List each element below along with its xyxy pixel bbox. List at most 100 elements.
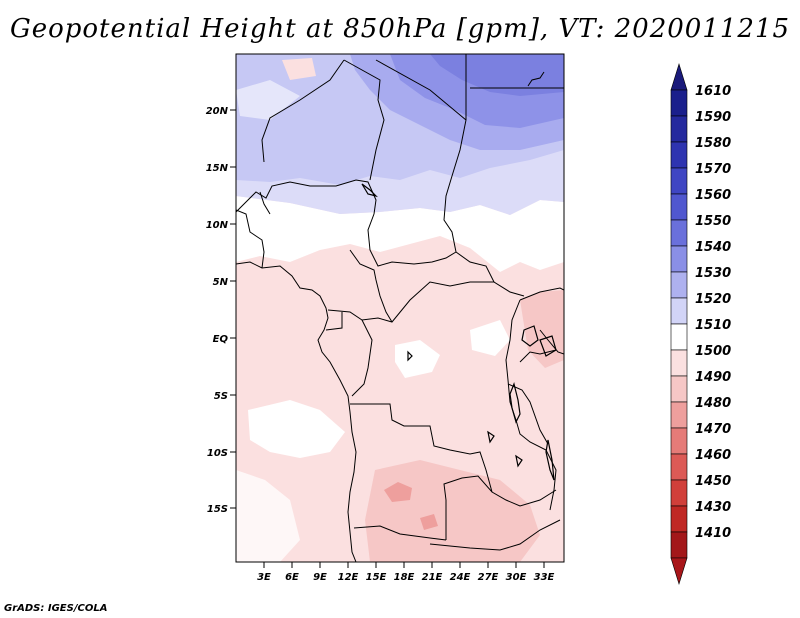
border-west-2: [259, 191, 271, 215]
border-north-west: [261, 59, 345, 163]
colorbar-cell-1590: [670, 115, 688, 143]
colorbar-cell-1490: [670, 375, 688, 403]
border-tanzania: [507, 383, 549, 445]
colorbar-cell-1580: [670, 141, 688, 169]
colorbar-label-1430: 1430: [695, 500, 731, 515]
credit-text: GrADS: IGES/COLA: [4, 603, 108, 614]
colorbar-label-1520: 1520: [695, 292, 731, 307]
colorbar-label-1570: 1570: [695, 162, 731, 177]
field-1510-patch-east: [470, 320, 510, 356]
border-north-central: [343, 59, 385, 181]
field-1510-patch-sw: [236, 470, 300, 562]
lat-label-5n: 5N: [213, 277, 229, 288]
lon-label-33e: 33E: [534, 572, 555, 583]
height-field: [236, 54, 564, 562]
colorbar-cell-1510: [670, 323, 688, 351]
lon-label-15e: 15E: [366, 572, 387, 583]
lat-label-15n: 15N: [206, 163, 229, 174]
border-drc-angola: [350, 403, 493, 493]
colorbar-label-1500: 1500: [695, 344, 731, 359]
lon-label-3e: 3E: [257, 572, 271, 583]
colorbar-cell-1570: [670, 167, 688, 195]
colorbar-cell-1560: [670, 193, 688, 221]
colorbar-cell-1530: [670, 271, 688, 299]
border-zimbabwe: [429, 519, 561, 551]
border-west: [236, 209, 265, 269]
field-1480-patch: [384, 482, 412, 502]
border-sinai: [527, 71, 545, 87]
lake-small-1: [407, 350, 413, 362]
colorbar-label-1530: 1530: [695, 266, 731, 281]
colorbar-cell-1520: [670, 297, 688, 325]
field-1520-patch: [236, 80, 300, 120]
longitude-axis: 3E 6E 9E 12E 15E 18E 21E 24E 27E 30E 33E: [257, 562, 555, 583]
border-eqguinea: [325, 312, 343, 331]
colorbar-top-arrow: [670, 62, 688, 91]
colorbar-label-1540: 1540: [695, 240, 731, 255]
lake-small-3: [515, 454, 523, 468]
lat-label-10n: 10N: [206, 220, 229, 231]
colorbar-cell-1480: [670, 401, 688, 429]
colorbar-cell-1550: [670, 219, 688, 247]
colorbar-bottom-arrow: [670, 557, 688, 586]
border-car-south: [327, 281, 494, 323]
lake-tanganyika: [509, 382, 521, 424]
border-congo: [351, 319, 373, 397]
lake-chad: [361, 183, 378, 198]
colorbar-cell-1540: [670, 245, 688, 273]
lake-malawi: [545, 439, 555, 481]
colorbar-cell-1450: [670, 479, 688, 507]
field-1510-patch-congo: [395, 340, 440, 378]
lake-small-2: [487, 430, 495, 444]
lake-victoria-area: [521, 325, 539, 347]
coastline: [236, 261, 357, 562]
border-angola-namibia: [353, 525, 447, 541]
border-uganda-kenya: [539, 329, 564, 355]
lakes: [361, 183, 557, 481]
lon-label-6e: 6E: [285, 572, 299, 583]
border-uganda-south: [519, 349, 557, 363]
lat-label-15s: 15S: [207, 504, 228, 515]
border-sahel: [236, 179, 377, 215]
colorbar-label-1550: 1550: [695, 214, 731, 229]
field-1500-patch-north: [282, 58, 316, 80]
colorbar-cell-1500: [670, 349, 688, 377]
colorbar-label-1580: 1580: [695, 136, 731, 151]
colorbar-label-1470: 1470: [695, 422, 731, 437]
colorbar-cell-1470: [670, 427, 688, 455]
colorbar-label-1450: 1450: [695, 474, 731, 489]
border-north-east: [375, 59, 467, 121]
lon-label-21e: 21E: [422, 572, 443, 583]
colorbar: 1610 1590 1580 1570 1560 1550 1540 1530 1520 1510…: [670, 62, 731, 586]
colorbar-label-1510: 1510: [695, 318, 731, 333]
border-car-north: [367, 213, 457, 267]
colorbar-label-1490: 1490: [695, 370, 731, 385]
lake-victoria: [539, 335, 557, 357]
border-south-sudan: [519, 287, 564, 301]
lat-label-20n: 20N: [206, 106, 229, 117]
field-1560: [430, 54, 564, 96]
colorbar-label-1410: 1410: [695, 526, 731, 541]
lon-label-18e: 18E: [394, 572, 415, 583]
colorbar-cell-1460: [670, 453, 688, 481]
colorbar-label-1460: 1460: [695, 448, 731, 463]
lat-label-10s: 10S: [207, 448, 228, 459]
colorbar-label-1480: 1480: [695, 396, 731, 411]
lon-label-24e: 24E: [450, 572, 471, 583]
lat-label-eq: EQ: [213, 334, 229, 345]
colorbar-label-1610: 1610: [695, 84, 731, 99]
lat-label-5s: 5S: [214, 391, 228, 402]
field-1490-east: [520, 290, 564, 368]
latitude-axis: 20N 15N 10N 5N EQ 5S 10S 15S: [206, 106, 236, 515]
lon-label-27e: 27E: [478, 572, 499, 583]
colorbar-label-1560: 1560: [695, 188, 731, 203]
colorbar-cell-1410: [670, 531, 688, 559]
map-frame: [235, 53, 565, 563]
map-title: Geopotential Height at 850hPa [gpm], VT:…: [9, 14, 791, 44]
colorbar-cell-1430: [670, 505, 688, 533]
colorbar-cell-1610: [670, 89, 688, 117]
field-1480-patch-2: [420, 514, 438, 530]
field-1510-north: [236, 196, 564, 272]
border-cameroon: [349, 249, 393, 323]
lon-label-30e: 30E: [506, 572, 527, 583]
